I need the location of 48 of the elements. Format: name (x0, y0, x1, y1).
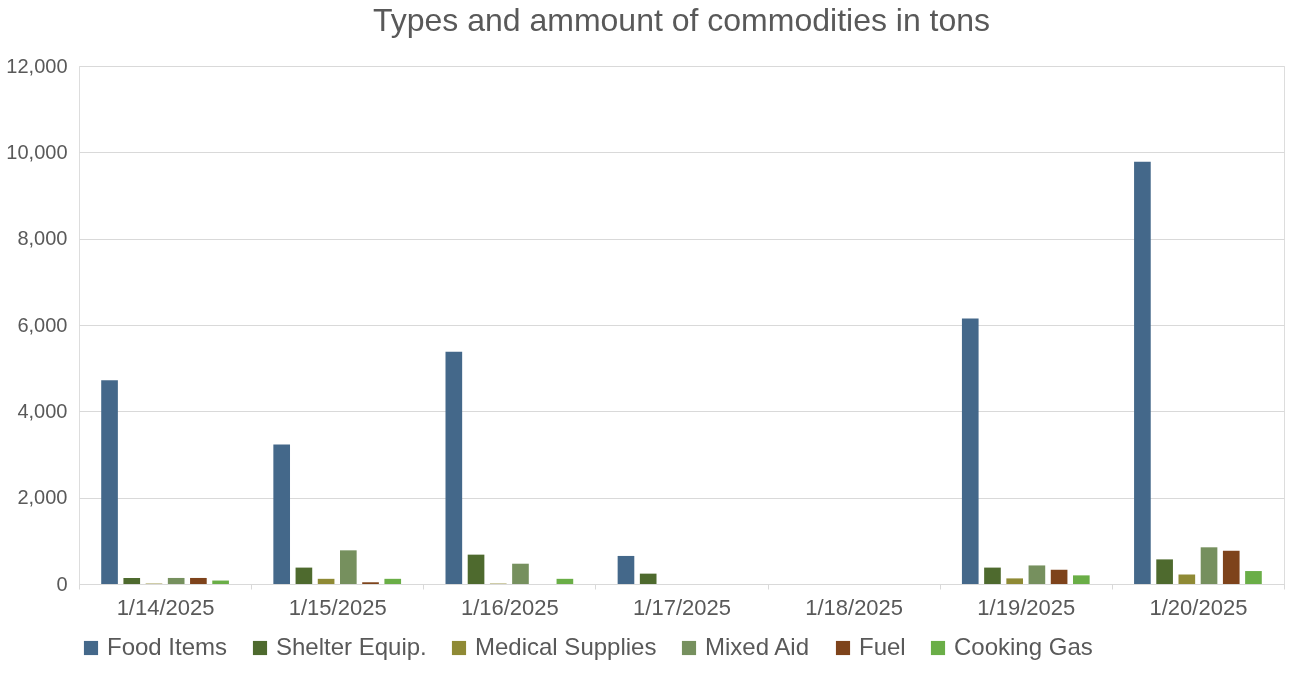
x-tick-label: 1/19/2025 (977, 594, 1076, 620)
bar (617, 555, 635, 584)
y-tick-label: 0 (56, 572, 68, 595)
bar (556, 578, 574, 584)
legend-label: Cooking Gas (954, 633, 1093, 660)
chart-title: Types and ammount of commodities in tons (372, 2, 991, 38)
bar (984, 567, 1001, 584)
bar (961, 318, 979, 584)
bar (1006, 578, 1024, 584)
legend-label: Food Items (107, 633, 228, 660)
legend-label: Mixed Aid (705, 633, 810, 660)
x-tick-label: 1/18/2025 (805, 594, 904, 620)
bar (445, 351, 463, 584)
bar (317, 578, 335, 584)
bar (1178, 574, 1196, 584)
bar (1134, 161, 1151, 584)
bar (167, 577, 185, 584)
bar (101, 380, 118, 584)
legend-label: Shelter Equip. (276, 633, 427, 660)
bar (1200, 547, 1218, 584)
legend-label: Fuel (859, 633, 906, 660)
x-tick-label: 1/16/2025 (460, 594, 559, 620)
bar (123, 577, 141, 584)
y-tick-label: 2,000 (17, 486, 68, 509)
legend-label: Medical Supplies (475, 633, 657, 660)
bar (339, 550, 357, 584)
bar (1245, 571, 1262, 584)
y-tick-label: 8,000 (17, 227, 68, 250)
bar (295, 567, 313, 584)
y-tick-label: 12,000 (6, 54, 68, 77)
bar (467, 554, 485, 584)
bar (1222, 550, 1240, 584)
y-tick-label: 4,000 (17, 399, 68, 422)
bar (639, 573, 657, 584)
bar (1072, 575, 1090, 584)
bar (512, 563, 529, 584)
bar (1156, 559, 1173, 584)
bar (1050, 569, 1068, 584)
bar (1028, 565, 1046, 584)
bar (273, 444, 291, 584)
x-tick-label: 1/17/2025 (633, 594, 731, 620)
y-tick-label: 6,000 (17, 313, 68, 336)
x-tick-label: 1/15/2025 (288, 594, 387, 620)
x-tick-label: 1/20/2025 (1149, 594, 1248, 620)
bar (190, 577, 207, 584)
x-tick-label: 1/14/2025 (116, 594, 215, 620)
bar (384, 578, 402, 584)
y-tick-label: 10,000 (6, 140, 68, 163)
